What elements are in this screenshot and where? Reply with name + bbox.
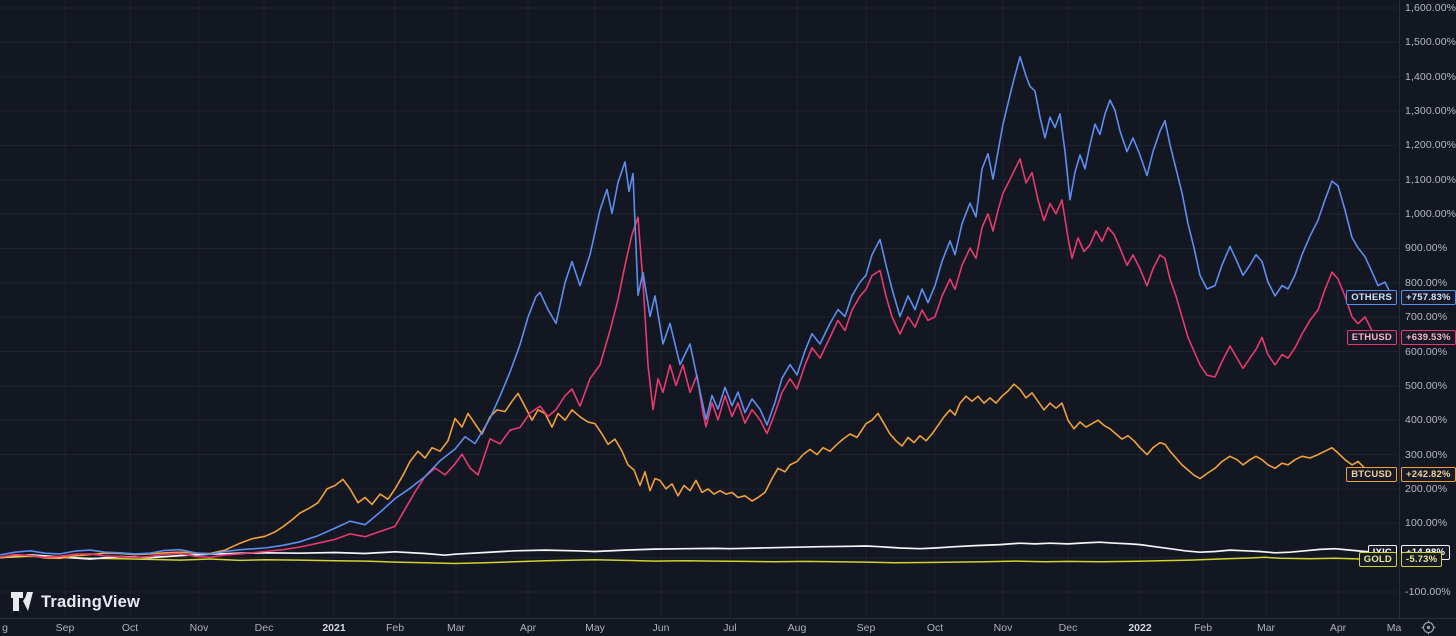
price-axis-label: 1,600.00%	[1405, 2, 1456, 14]
price-axis-label: 300.00%	[1405, 448, 1448, 461]
price-axis-label: 800.00%	[1405, 276, 1448, 289]
tradingview-logo-icon	[11, 592, 33, 611]
grid-lines	[0, 0, 1399, 618]
price-axis-label: 700.00%	[1405, 311, 1448, 324]
time-axis-label: g	[2, 622, 8, 634]
tradingview-logo[interactable]: TradingView	[10, 591, 140, 613]
series-line-ethusd[interactable]	[0, 158, 1396, 559]
price-axis-label: 400.00%	[1405, 414, 1448, 427]
time-axis-label: Mar	[446, 622, 466, 634]
time-axis-label: Jun	[652, 622, 670, 634]
time-axis[interactable]: g Sep Oct Nov Dec 2021 Feb Mar Apr May Jun Jul Aug Se…	[0, 618, 1456, 636]
price-axis-label: 1,200.00%	[1405, 139, 1456, 152]
series-line-btcusd[interactable]	[0, 383, 1396, 560]
time-axis-label: Jul	[723, 622, 737, 634]
time-axis-label: Feb	[385, 622, 405, 634]
time-axis-label: Dec	[1058, 622, 1078, 634]
price-axis-label: 500.00%	[1405, 379, 1448, 392]
price-axis[interactable]: 1,600.00% 1,500.00% 1,400.00% 1,300.00% 1,20…	[1399, 0, 1456, 618]
time-axis-label: Apr	[519, 622, 537, 634]
time-axis-label: Oct	[121, 622, 139, 634]
gear-icon[interactable]	[1421, 620, 1436, 635]
price-axis-label: 1,000.00%	[1405, 208, 1456, 221]
time-axis-label: Nov	[189, 622, 209, 634]
time-axis-label: 2021	[322, 622, 346, 634]
series-value-label-ethusd[interactable]: +639.53%	[1401, 330, 1456, 346]
series-value-label-others[interactable]: +757.83%	[1401, 289, 1456, 305]
price-axis-label: 1,100.00%	[1405, 173, 1456, 186]
time-axis-label: Ma	[1386, 622, 1402, 634]
series-symbol-label-btcusd[interactable]: BTCUSD	[1346, 466, 1397, 482]
series-symbol-label-others[interactable]: OTHERS	[1346, 289, 1397, 305]
price-axis-label: 900.00%	[1405, 242, 1448, 255]
price-axis-label: 600.00%	[1405, 345, 1448, 358]
time-axis-label: Feb	[1193, 622, 1213, 634]
series-line-gold[interactable]	[0, 555, 1396, 565]
price-axis-label: 1,400.00%	[1405, 70, 1456, 83]
price-axis-label: -100.00%	[1405, 586, 1451, 598]
time-axis-label: 2022	[1128, 622, 1152, 634]
series-line-others[interactable]	[0, 55, 1396, 556]
brand-name: TradingView	[41, 592, 141, 611]
time-axis-label: Sep	[55, 622, 75, 634]
time-axis-label: Aug	[787, 622, 807, 634]
time-axis-label: Nov	[993, 622, 1013, 634]
series-value-label-gold[interactable]: -5.73%	[1401, 552, 1443, 568]
series-symbol-label-gold[interactable]: GOLD	[1358, 552, 1397, 568]
time-axis-label: Apr	[1329, 622, 1347, 634]
price-axis-label: 200.00%	[1405, 482, 1448, 495]
series-symbol-label-ethusd[interactable]: ETHUSD	[1346, 330, 1397, 346]
price-axis-label: 1,300.00%	[1405, 105, 1456, 118]
time-axis-label: Mar	[1256, 622, 1276, 634]
time-axis-label: Oct	[926, 622, 944, 634]
time-axis-label: Dec	[254, 622, 274, 634]
series-value-label-btcusd[interactable]: +242.82%	[1401, 466, 1456, 482]
price-axis-label: 1,500.00%	[1405, 36, 1456, 49]
price-axis-label: 100.00%	[1405, 517, 1448, 530]
time-axis-label: Sep	[856, 622, 876, 634]
series-line-ixic[interactable]	[0, 541, 1396, 560]
time-axis-label: May	[585, 622, 605, 634]
